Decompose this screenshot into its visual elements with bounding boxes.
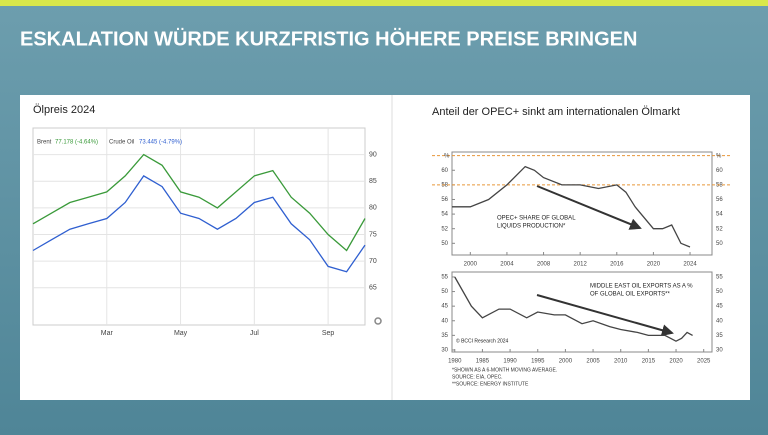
y-tick-label: 50 xyxy=(441,241,448,247)
legend-label: Crude Oil xyxy=(109,140,134,146)
x-tick-label: 2008 xyxy=(537,262,551,268)
slide-title: ESKALATION WÜRDE KURZFRISTIG HÖHERE PREI… xyxy=(20,27,637,50)
y-tick-label: 35 xyxy=(441,333,448,339)
data-line xyxy=(452,165,691,248)
top-bar xyxy=(0,0,768,6)
footnote: **SOURCE: ENERGY INSTITUTE xyxy=(452,381,529,387)
y-tick-label: 75 xyxy=(369,231,377,238)
legend-value: 73.445 (-4.79%) xyxy=(139,140,182,146)
x-tick-label: 2015 xyxy=(642,359,656,365)
annotation: © BCCI Research 2024 xyxy=(456,337,509,344)
data-line xyxy=(32,175,366,273)
y-tick-label: 60 xyxy=(716,168,723,174)
card xyxy=(20,95,750,400)
y-tick-label: 56 xyxy=(716,197,723,203)
x-tick-label: 1995 xyxy=(531,359,545,365)
y-tick-label: 85 xyxy=(369,178,377,185)
y-tick-label: 54 xyxy=(441,212,448,218)
x-tick-label: 2024 xyxy=(683,262,697,268)
x-tick-label: 2004 xyxy=(500,262,514,268)
y-tick-label: 60 xyxy=(441,168,448,174)
annotation: OF GLOBAL OIL EXPORTS** xyxy=(590,292,670,298)
y-tick-label: 45 xyxy=(716,304,723,310)
x-tick-label: May xyxy=(174,330,188,337)
x-tick-label: 2005 xyxy=(586,359,600,365)
x-tick-label: 1990 xyxy=(503,359,517,365)
y-tick-label: 55 xyxy=(441,275,448,281)
x-tick-label: 2000 xyxy=(559,359,573,365)
x-tick-label: 2020 xyxy=(669,359,683,365)
footnote: SOURCE: EIA, OPEC. xyxy=(452,374,503,380)
unit: % xyxy=(444,154,450,160)
y-tick-label: 90 xyxy=(369,151,377,158)
y-tick-label: 50 xyxy=(716,289,723,295)
x-tick-label: 1980 xyxy=(448,359,462,365)
y-tick-label: 52 xyxy=(441,226,448,232)
y-tick-label: 35 xyxy=(716,333,723,339)
annotation: LIQUIDS PRODUCTION* xyxy=(497,224,566,230)
annotation: MIDDLE EAST OIL EXPORTS AS A % xyxy=(590,284,693,290)
y-tick-label: 45 xyxy=(441,304,448,310)
y-tick-label: 58 xyxy=(716,182,723,188)
plot-frame xyxy=(451,151,713,256)
y-tick-label: 40 xyxy=(441,318,448,324)
y-tick-label: 52 xyxy=(716,226,723,232)
x-tick-label: 2025 xyxy=(697,359,711,365)
y-tick-label: 54 xyxy=(716,212,723,218)
x-tick-label: 2010 xyxy=(614,359,628,365)
y-tick-label: 56 xyxy=(441,197,448,203)
y-tick-label: 40 xyxy=(716,318,723,324)
x-tick-label: 1985 xyxy=(476,359,490,365)
unit: % xyxy=(716,154,722,160)
footnote: *SHOWN AS A 6-MONTH MOVING AVERAGE. xyxy=(452,367,557,373)
x-tick-label: Jul xyxy=(250,330,259,337)
x-tick-label: Sep xyxy=(322,330,335,337)
plot-frame xyxy=(32,127,366,326)
x-tick-label: 2020 xyxy=(647,262,661,268)
data-line xyxy=(454,276,693,342)
y-tick-label: 50 xyxy=(716,241,723,247)
legend-label: Brent xyxy=(37,140,52,146)
y-tick-label: 55 xyxy=(716,275,723,281)
x-tick-label: 2016 xyxy=(610,262,624,268)
arrow xyxy=(536,185,642,230)
y-tick-label: 70 xyxy=(369,258,377,265)
arrow xyxy=(536,294,674,337)
x-tick-label: 2012 xyxy=(573,262,587,268)
x-tick-label: 2000 xyxy=(464,262,478,268)
y-tick-label: 80 xyxy=(369,205,377,212)
settings-icon[interactable] xyxy=(374,317,382,325)
data-line xyxy=(32,153,366,252)
y-tick-label: 65 xyxy=(369,285,377,292)
chart-title: Ölpreis 2024 xyxy=(33,104,95,116)
y-tick-label: 30 xyxy=(716,348,723,354)
y-tick-label: 30 xyxy=(441,348,448,354)
legend-value: 77.178 (-4.64%) xyxy=(55,140,98,146)
plot-frame xyxy=(451,271,713,353)
annotation: OPEC+ SHARE OF GLOBAL xyxy=(497,216,576,222)
y-tick-label: 50 xyxy=(441,289,448,295)
x-tick-label: Mar xyxy=(101,330,114,337)
y-tick-label: 58 xyxy=(441,182,448,188)
panel-title: Anteil der OPEC+ sinkt am internationale… xyxy=(432,106,680,118)
